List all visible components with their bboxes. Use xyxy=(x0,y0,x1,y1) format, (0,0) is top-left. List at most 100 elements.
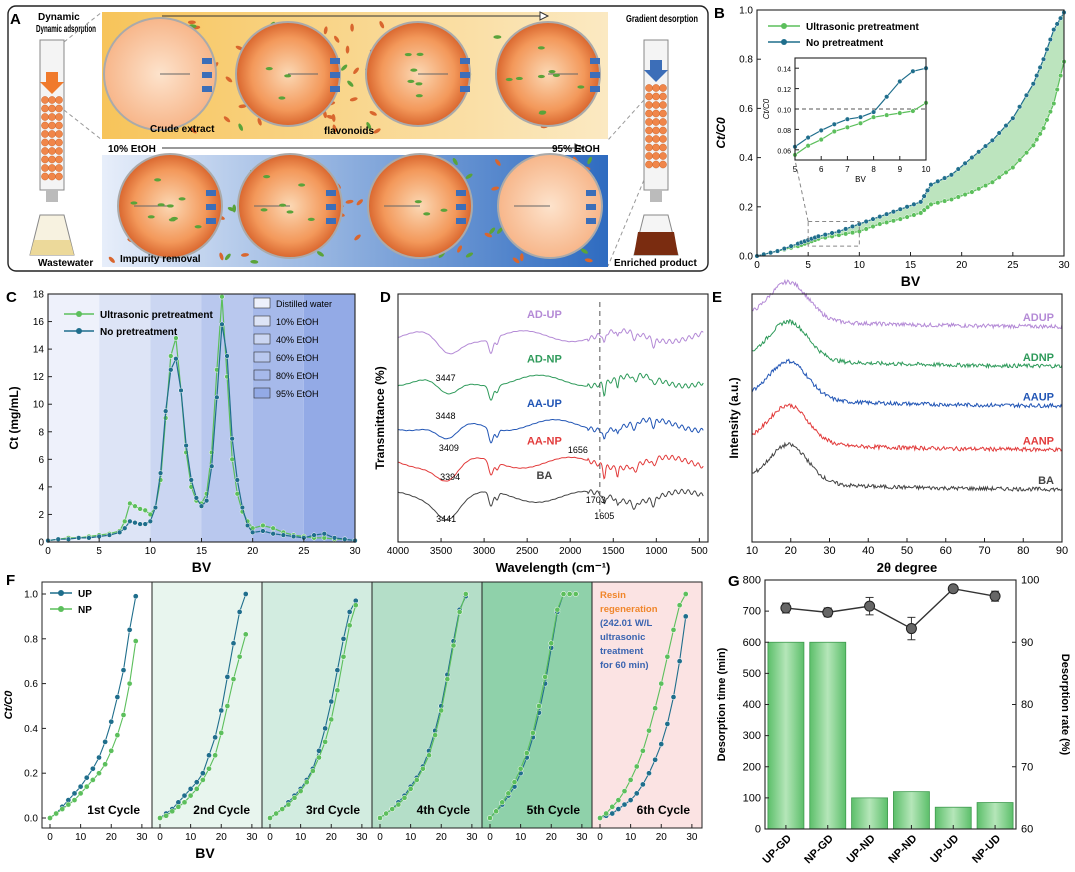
inset-data-point xyxy=(818,137,824,143)
spectrum-label: BA xyxy=(536,470,552,482)
y-tick-label: 0.08 xyxy=(777,128,791,135)
resin-bead xyxy=(659,109,667,118)
y-tick-label: 0.4 xyxy=(739,153,753,164)
flow-arrow-icon xyxy=(586,218,596,224)
x-tick-label: 10 xyxy=(922,165,931,174)
data-point xyxy=(948,196,954,202)
y-tick-label: 80 xyxy=(1021,699,1033,711)
data-point xyxy=(407,786,414,792)
resin-bead xyxy=(659,118,667,126)
data-point xyxy=(173,356,179,362)
zoom-connector xyxy=(794,159,809,222)
data-point xyxy=(774,248,781,254)
x-tick-label: 10 xyxy=(185,832,197,843)
y-tick-label: 8 xyxy=(38,427,44,438)
flow-arrow-icon xyxy=(586,204,596,210)
resin-bead xyxy=(645,135,653,143)
data-point xyxy=(250,529,256,536)
x-axis-title: BV xyxy=(192,559,212,575)
crude-extract-label: Crude extract xyxy=(150,124,215,135)
data-point xyxy=(198,503,205,509)
inset-data-point xyxy=(897,78,903,85)
data-point xyxy=(664,653,671,660)
data-point xyxy=(444,676,451,682)
data-point xyxy=(86,535,92,541)
y-tick-label: 60 xyxy=(1021,824,1033,836)
x-tick-label: 30 xyxy=(356,832,368,843)
resin-bead xyxy=(652,143,660,152)
adsorbed-flavonoid xyxy=(538,111,546,115)
data-point xyxy=(682,613,689,620)
x-tick-label: 10 xyxy=(295,832,307,843)
data-point xyxy=(137,506,143,512)
adsorbed-flavonoid xyxy=(279,203,287,207)
y-axis-title: Ct (mg/mL) xyxy=(7,386,21,449)
flavonoid-particle xyxy=(580,248,588,254)
flow-arrow-icon xyxy=(202,86,212,92)
data-point xyxy=(377,815,383,821)
x-tick-label: 70 xyxy=(978,545,990,557)
data-point xyxy=(768,250,774,256)
adsorbed-flavonoid xyxy=(130,201,138,205)
data-point xyxy=(260,528,266,534)
y-tick-label: 0.06 xyxy=(777,148,791,155)
flow-arrow-icon xyxy=(326,218,336,224)
legend-marker xyxy=(781,23,787,29)
category-label: NP-UD xyxy=(970,833,1003,866)
bar xyxy=(809,641,847,830)
x-tick-label: 5 xyxy=(96,546,102,557)
data-point xyxy=(77,783,84,790)
regeneration-note: Resin xyxy=(600,590,626,601)
category-label: UP-ND xyxy=(845,833,878,866)
data-point xyxy=(493,808,499,815)
resin-bead xyxy=(48,130,56,138)
data-point xyxy=(627,777,634,783)
x-tick-label: 30 xyxy=(823,545,835,557)
data-point xyxy=(499,799,506,806)
impurity-particle xyxy=(373,128,381,134)
y-tick-label: 0.14 xyxy=(777,67,791,74)
x-tick-label: 30 xyxy=(686,832,698,843)
panel-e: E ADUP ADNP AAUP AANP BA 10 20 30 40 50 60 70 80 90 2θ… xyxy=(712,278,1068,575)
data-point xyxy=(303,779,310,786)
y-tick-label: 0.8 xyxy=(739,55,753,66)
data-point xyxy=(566,591,573,597)
data-point xyxy=(1037,64,1043,70)
data-point xyxy=(1003,123,1009,129)
flavonoid-particle xyxy=(341,64,348,71)
cycle-background xyxy=(42,582,152,828)
x-tick-label: 10 xyxy=(515,832,527,843)
data-point xyxy=(1040,125,1047,131)
data-point xyxy=(230,640,237,647)
pattern-label: AANP xyxy=(1023,435,1054,447)
data-point xyxy=(53,810,59,817)
data-point xyxy=(108,718,115,725)
y-tick-label: 400 xyxy=(743,699,761,711)
x-tick-label: 20 xyxy=(546,832,558,843)
data-point xyxy=(163,812,169,819)
impurity-particle xyxy=(512,257,520,264)
panel-g: G 0 100 200 300 400 500 600 700 800 60 70 80 90 100 UP… xyxy=(716,573,1071,866)
data-point xyxy=(1034,137,1040,143)
x-tick-label: 10 xyxy=(145,546,157,557)
adsorbed-flavonoid xyxy=(170,216,178,221)
x-tick-label: 20 xyxy=(106,832,118,843)
data-point xyxy=(962,191,968,198)
adsorbed-flavonoid xyxy=(440,208,448,212)
resin-bead xyxy=(659,92,667,101)
inset-data-point xyxy=(910,108,916,114)
pattern-line xyxy=(751,403,1063,453)
data-point xyxy=(432,732,438,738)
adsorbed-flavonoid xyxy=(404,52,412,57)
data-point xyxy=(209,463,215,469)
data-point xyxy=(676,602,683,609)
adsorbed-flavonoid xyxy=(154,178,162,182)
data-point xyxy=(236,653,243,660)
data-point xyxy=(413,777,420,783)
y-tick-label: 0.4 xyxy=(24,724,38,735)
panel-f-letter: F xyxy=(6,572,15,589)
data-point xyxy=(621,801,628,808)
data-point xyxy=(1017,157,1023,163)
adsorbed-flavonoid xyxy=(537,46,545,50)
data-point xyxy=(224,353,230,359)
